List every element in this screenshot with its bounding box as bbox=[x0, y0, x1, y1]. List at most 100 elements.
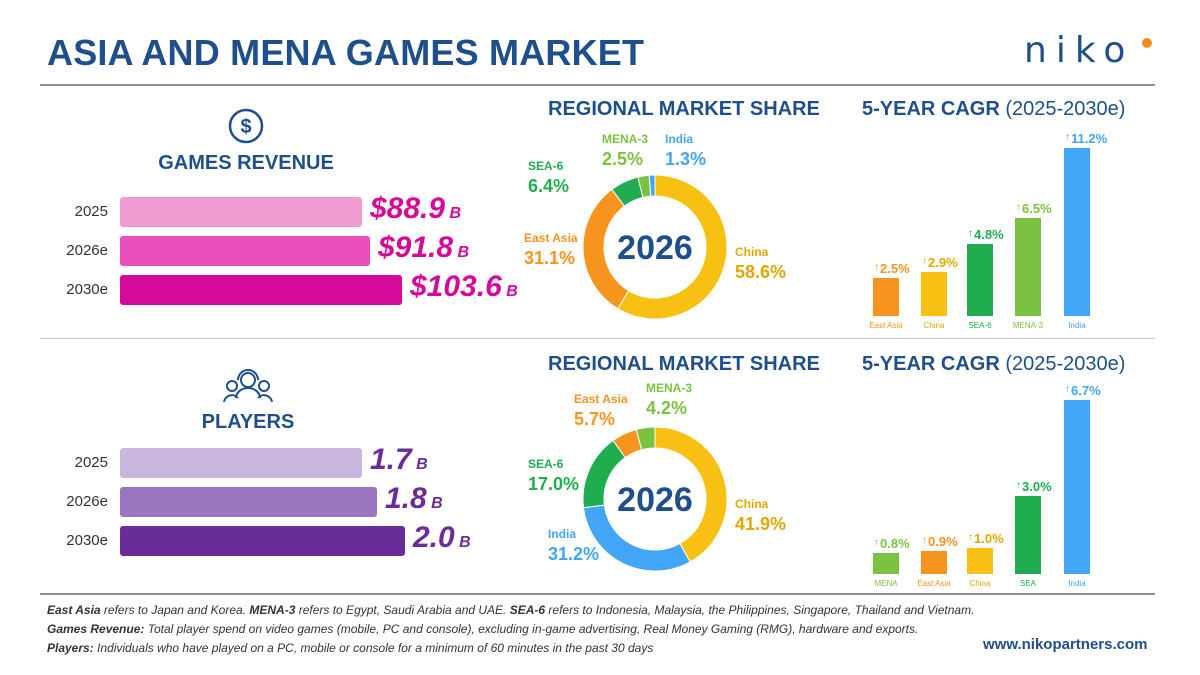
donut-label: East Asia bbox=[574, 392, 628, 406]
up-arrow-icon: ↑ bbox=[874, 537, 879, 548]
players-bar bbox=[120, 487, 377, 517]
up-arrow-icon: ↑ bbox=[874, 262, 879, 273]
donut-value: 31.1% bbox=[524, 248, 575, 268]
donut-slice-india bbox=[648, 174, 656, 197]
donut-label: China bbox=[735, 245, 769, 259]
cagr-category: East Asia bbox=[869, 321, 903, 330]
games-revenue-label: GAMES REVENUE bbox=[158, 152, 334, 174]
cagr-bar bbox=[1015, 496, 1041, 574]
revenue-bar bbox=[120, 236, 370, 266]
footnote-regions: East Asia refers to Japan and Korea. MEN… bbox=[47, 603, 975, 617]
website-link[interactable]: www.nikopartners.com bbox=[983, 636, 1148, 653]
donut-label: India bbox=[665, 132, 693, 146]
donut-label: SEA-6 bbox=[528, 159, 564, 173]
players-bar bbox=[120, 526, 405, 556]
cagr-category: MENA-3 bbox=[1013, 321, 1044, 330]
players-year-label: 2030e bbox=[66, 532, 108, 549]
revenue-value-label: $88.9 B bbox=[370, 192, 462, 225]
players-year-label: 2026e bbox=[66, 493, 108, 510]
cagr-value: 3.0% bbox=[1022, 479, 1052, 494]
players-icon bbox=[222, 368, 274, 413]
donut-value: 2.5% bbox=[602, 149, 643, 169]
revenue-value-label: $103.6 B bbox=[410, 270, 518, 303]
cagr-bar bbox=[1064, 148, 1090, 316]
cagr-value: 2.5% bbox=[880, 261, 910, 276]
donut-value: 1.3% bbox=[665, 149, 706, 169]
revenue-year-label: 2030e bbox=[66, 281, 108, 298]
cagr-category: SEA-6 bbox=[968, 321, 992, 330]
cagr-title-players: 5-YEAR CAGR (2025-2030e) bbox=[862, 353, 1126, 375]
cagr-category: SEA bbox=[1020, 579, 1037, 588]
cagr-bar bbox=[967, 244, 993, 316]
players-value-label: 2.0 B bbox=[413, 521, 471, 554]
cagr-value: 0.8% bbox=[880, 536, 910, 551]
players-year-label: 2025 bbox=[74, 454, 108, 471]
donut-slice-mena-3 bbox=[635, 426, 656, 451]
players-value-label: 1.8 B bbox=[385, 482, 443, 515]
players-value-label: 1.7 B bbox=[370, 443, 428, 476]
up-arrow-icon: ↑ bbox=[968, 228, 973, 239]
donut-label: China bbox=[735, 497, 769, 511]
cagr-category: China bbox=[970, 579, 991, 588]
donut-center-year: 2026 bbox=[617, 229, 693, 267]
donut-label: MENA-3 bbox=[602, 132, 648, 146]
revenue-cagr-chart: ↑ 2.5%East Asia↑ 2.9%China↑ 4.8%SEA-6↑ 6.5%M… bbox=[869, 131, 1107, 330]
revenue-share-donut: China 58.6% East Asia 31.1% SEA-6 6.4% MENA-3 2… bbox=[524, 132, 786, 320]
cagr-value: 6.5% bbox=[1022, 201, 1052, 216]
donut-label: SEA-6 bbox=[528, 457, 564, 471]
cagr-bar bbox=[873, 553, 899, 574]
donut-value: 58.6% bbox=[735, 262, 786, 282]
donut-value: 41.9% bbox=[735, 514, 786, 534]
donut-value: 31.2% bbox=[548, 544, 599, 564]
footnote-players: Players: Individuals who have played on … bbox=[47, 641, 654, 655]
donut-value: 4.2% bbox=[646, 398, 687, 418]
share-title-players: REGIONAL MARKET SHARE bbox=[548, 353, 820, 375]
share-title-revenue: REGIONAL MARKET SHARE bbox=[548, 98, 820, 120]
revenue-value-label: $91.8 B bbox=[378, 231, 470, 264]
revenue-bar bbox=[120, 275, 402, 305]
up-arrow-icon: ↑ bbox=[1065, 384, 1070, 395]
players-label: PLAYERS bbox=[201, 411, 295, 433]
up-arrow-icon: ↑ bbox=[1016, 202, 1021, 213]
cagr-category: China bbox=[924, 321, 945, 330]
donut-label: East Asia bbox=[524, 231, 578, 245]
up-arrow-icon: ↑ bbox=[968, 532, 973, 543]
cagr-bar bbox=[921, 272, 947, 316]
cagr-category: MENA bbox=[874, 579, 898, 588]
up-arrow-icon: ↑ bbox=[922, 535, 927, 546]
players-bar bbox=[120, 448, 362, 478]
cagr-title-revenue: 5-YEAR CAGR (2025-2030e) bbox=[862, 98, 1126, 120]
cagr-category: India bbox=[1068, 321, 1086, 330]
footnote-revenue: Games Revenue: Total player spend on vid… bbox=[47, 622, 919, 636]
logo-dot bbox=[1142, 38, 1152, 48]
cagr-value: 2.9% bbox=[928, 255, 958, 270]
revenue-bar bbox=[120, 197, 362, 227]
cagr-bar bbox=[1015, 218, 1041, 316]
donut-label: India bbox=[548, 527, 576, 541]
cagr-category: East Asia bbox=[917, 579, 951, 588]
cagr-category: India bbox=[1068, 579, 1086, 588]
cagr-bar bbox=[1064, 400, 1090, 574]
niko-logo: niko bbox=[1024, 30, 1135, 71]
up-arrow-icon: ↑ bbox=[1065, 132, 1070, 143]
header-divider bbox=[40, 84, 1155, 86]
cagr-value: 1.0% bbox=[974, 531, 1004, 546]
revenue-year-label: 2025 bbox=[74, 203, 108, 220]
cagr-bar bbox=[873, 278, 899, 316]
donut-value: 17.0% bbox=[528, 474, 579, 494]
donut-center-year: 2026 bbox=[617, 481, 693, 519]
dollar-icon: $ bbox=[228, 108, 264, 149]
players-share-donut: China 41.9% India 31.2% SEA-6 17.0% East Asia 5… bbox=[528, 381, 786, 572]
donut-label: MENA-3 bbox=[646, 381, 692, 395]
donut-value: 6.4% bbox=[528, 176, 569, 196]
cagr-bar bbox=[967, 548, 993, 574]
players-cagr-chart: ↑ 0.8%MENA↑ 0.9%East Asia↑ 1.0%China↑ 3.0%SE… bbox=[873, 383, 1101, 588]
cagr-value: 6.7% bbox=[1071, 383, 1101, 398]
donut-value: 5.7% bbox=[574, 409, 615, 429]
cagr-value: 0.9% bbox=[928, 534, 958, 549]
footer-divider bbox=[40, 593, 1155, 595]
up-arrow-icon: ↑ bbox=[922, 256, 927, 267]
section-divider bbox=[40, 338, 1155, 339]
cagr-bar bbox=[921, 551, 947, 574]
svg-text:$: $ bbox=[240, 116, 251, 138]
